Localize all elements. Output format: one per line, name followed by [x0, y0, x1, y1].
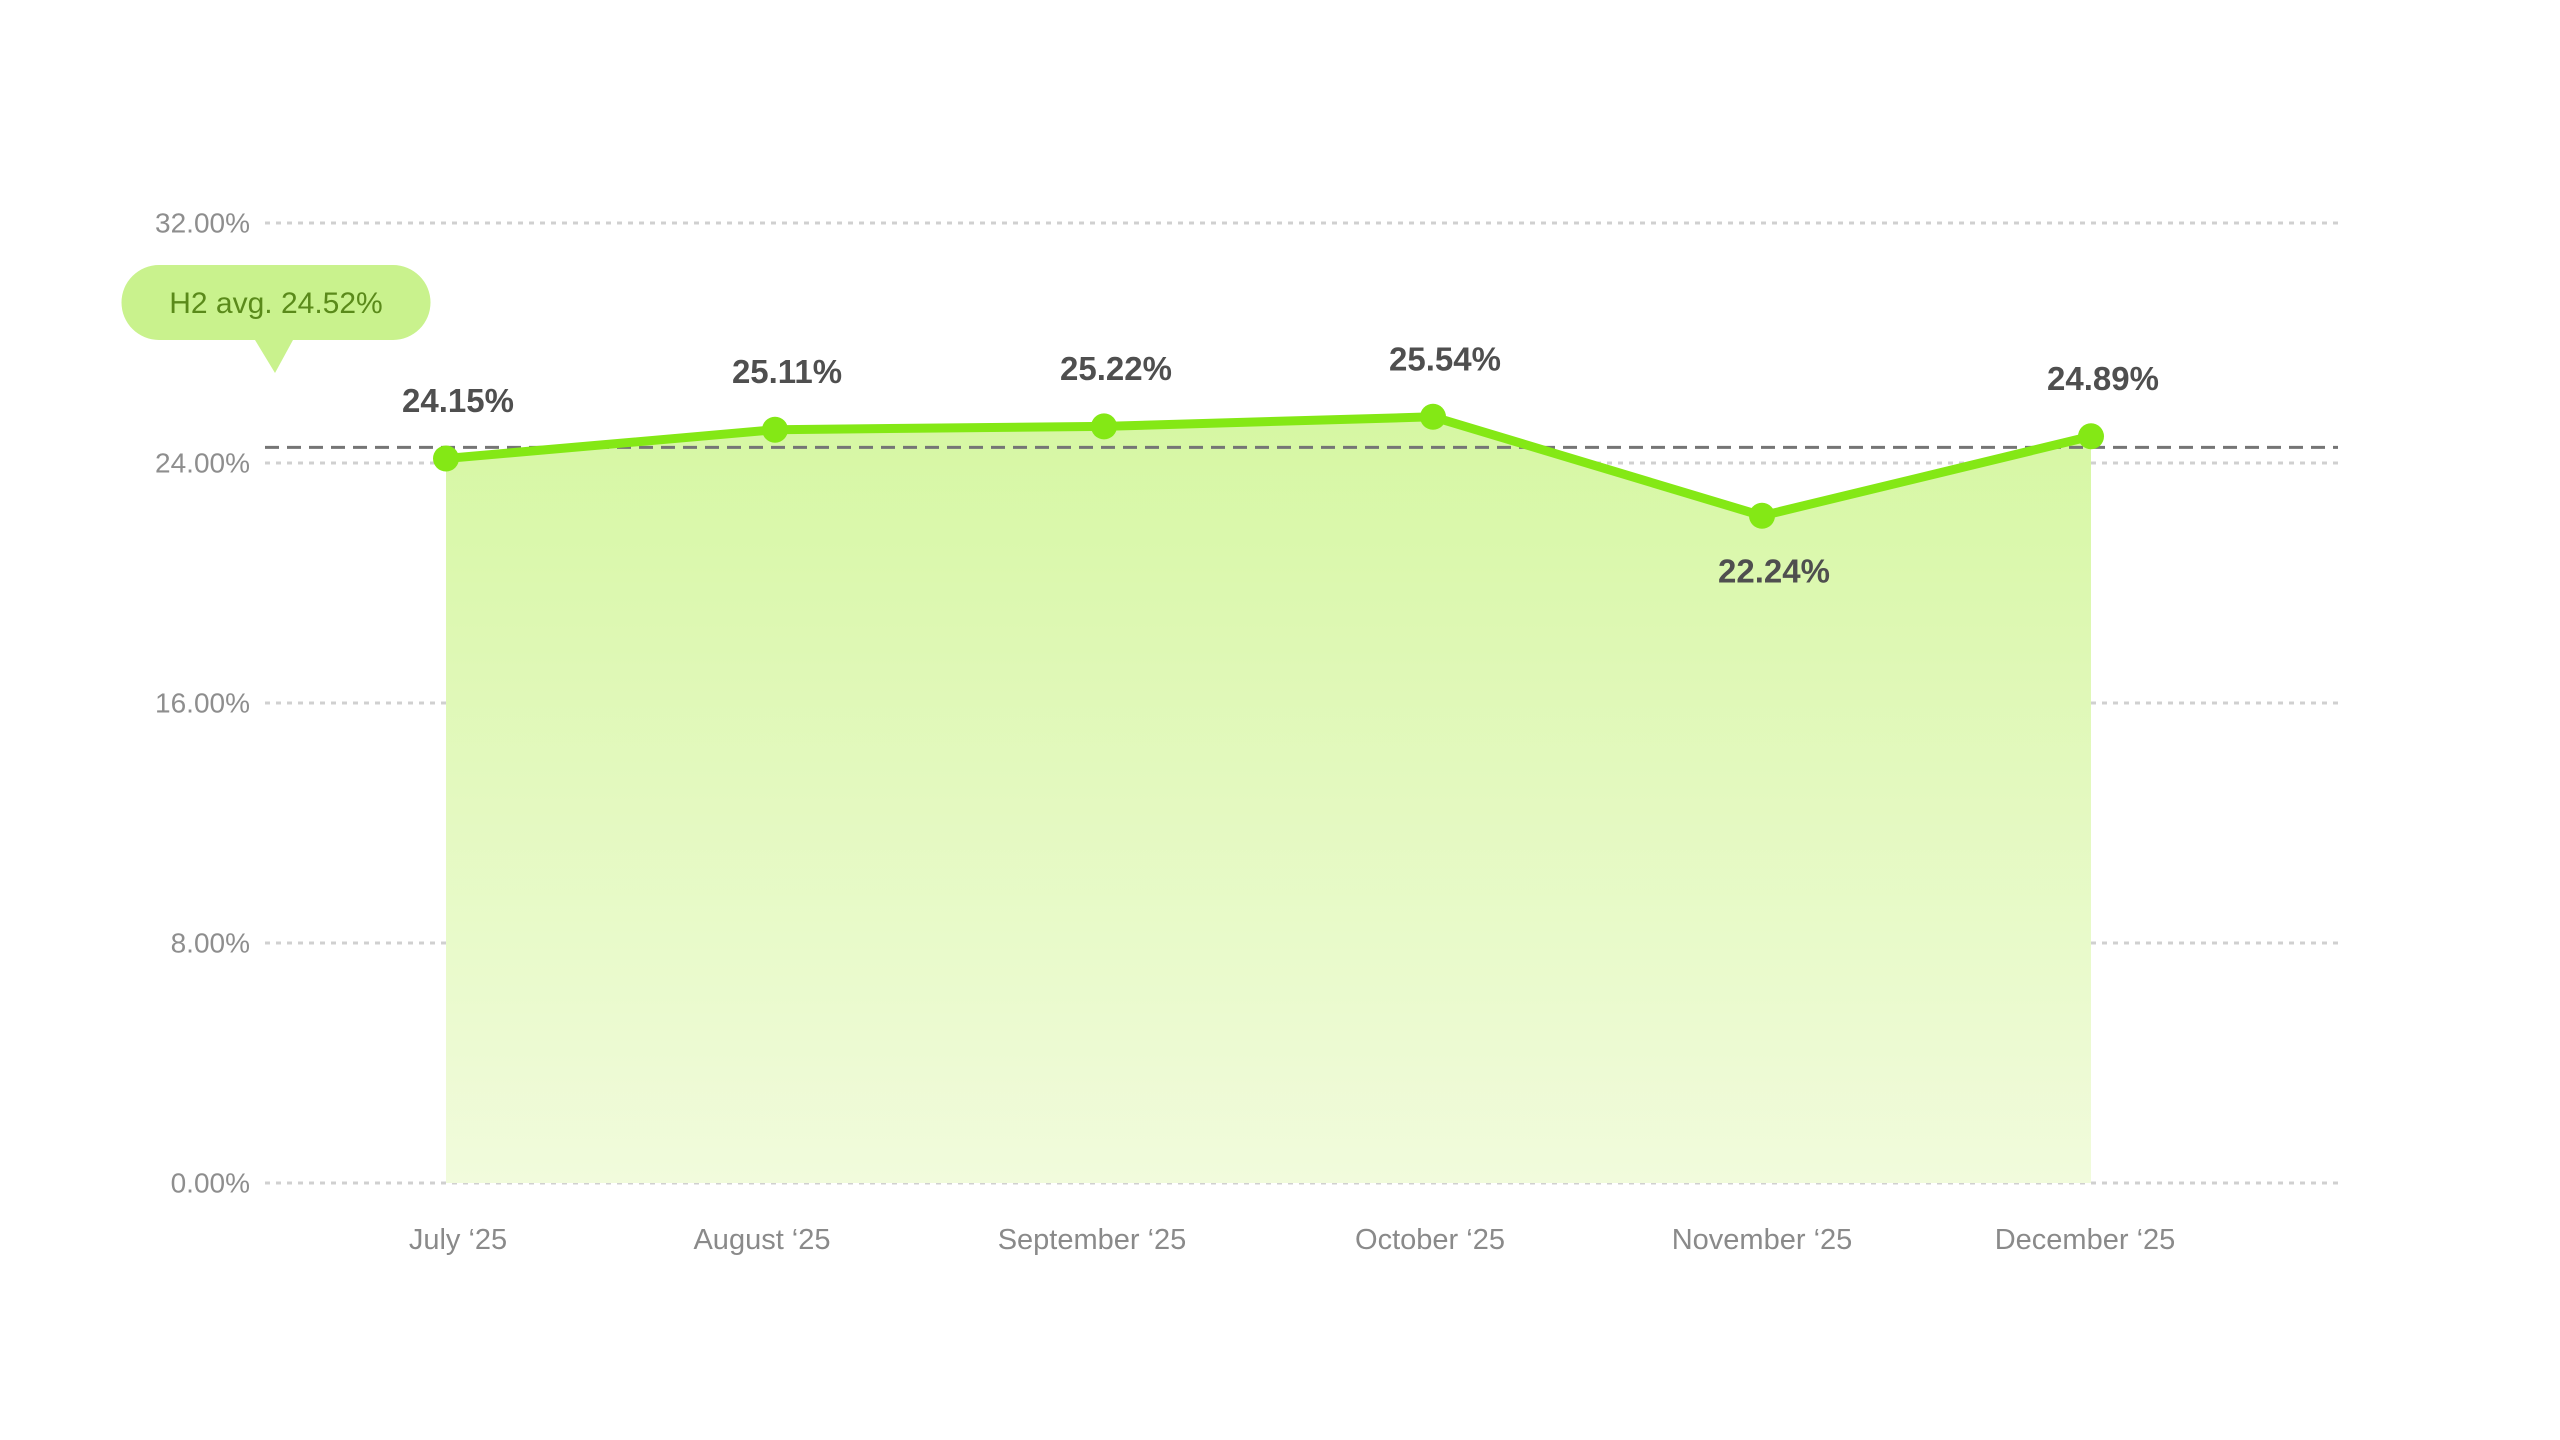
data-label: 22.24% [1718, 552, 1830, 589]
area-fill-layer [446, 416, 2091, 1183]
area-fill [446, 416, 2091, 1183]
data-label: 25.11% [732, 353, 842, 390]
x-tick-label: November ‘25 [1672, 1224, 1853, 1256]
y-tick-label: 8.00% [171, 928, 250, 959]
data-label: 25.54% [1389, 340, 1501, 377]
data-point [1749, 502, 1775, 529]
data-point [1091, 413, 1117, 440]
x-tick-label: October ‘25 [1355, 1224, 1505, 1256]
average-callout-label: H2 avg. 24.52% [169, 287, 382, 320]
x-tick-label: August ‘25 [693, 1224, 830, 1256]
data-label: 25.22% [1060, 350, 1172, 387]
x-tick-label: July ‘25 [409, 1224, 507, 1256]
data-point [433, 445, 459, 472]
series-line-layer [441, 412, 2096, 521]
y-tick-label: 32.00% [155, 208, 250, 239]
average-callout: H2 avg. 24.52% [121, 265, 431, 373]
y-tick-label: 0.00% [171, 1168, 250, 1199]
series-line [441, 412, 2096, 521]
y-tick-label: 24.00% [155, 448, 250, 479]
data-label: 24.89% [2047, 360, 2159, 397]
x-tick-label: September ‘25 [998, 1224, 1187, 1256]
y-axis-ticks: 0.00% 8.00% 16.00% 24.00% 32.00% [155, 208, 250, 1199]
x-axis-ticks: July ‘25 August ‘25 September ‘25 October ‘… [409, 1224, 2175, 1256]
y-tick-label: 16.00% [155, 688, 250, 719]
data-point [762, 416, 788, 443]
data-labels: 24.15% 25.11% 25.22% 25.54% 22.24% 24.89% [402, 340, 2159, 589]
data-label: 24.15% [402, 382, 514, 419]
data-points [433, 403, 2104, 529]
x-tick-label: December ‘25 [1995, 1224, 2176, 1256]
data-point [1420, 403, 1446, 430]
average-callout-bubble [121, 265, 431, 373]
data-point [2078, 423, 2104, 450]
